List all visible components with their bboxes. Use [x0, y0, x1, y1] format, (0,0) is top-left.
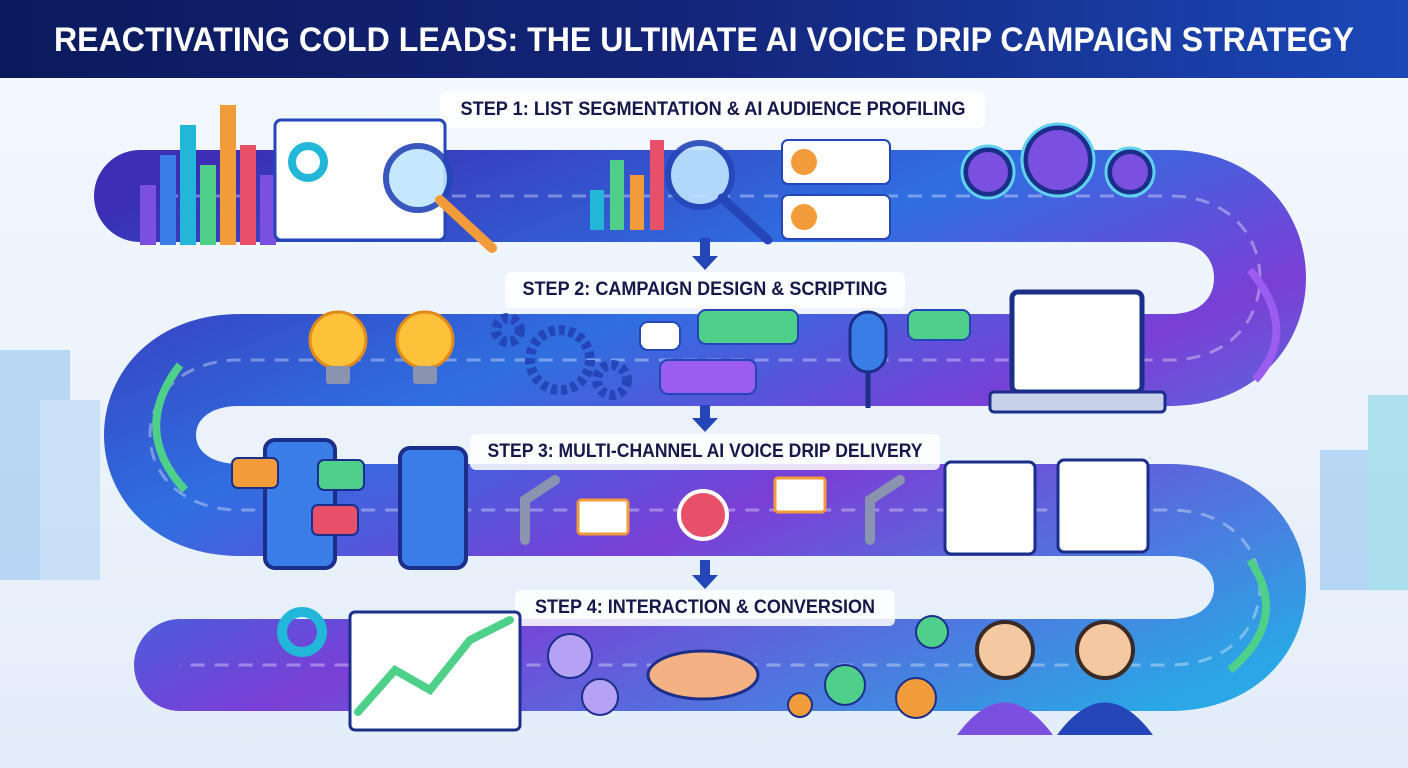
step-label: STEP 2: CAMPAIGN DESIGN & SCRIPTING: [523, 279, 888, 300]
chat-bubble: [907, 309, 971, 341]
gear: [592, 360, 632, 400]
agent-body: [957, 702, 1053, 735]
coin: [895, 677, 937, 719]
header-bar: [0, 0, 1408, 78]
chat-bubble: [311, 504, 359, 536]
header-title: REACTIVATING COLD LEADS: THE ULTIMATE AI…: [54, 21, 1354, 59]
building: [40, 400, 100, 580]
agent-head: [1075, 620, 1135, 680]
bar-icon: [590, 190, 604, 230]
magnifier-lens: [383, 143, 453, 213]
laptop-screen: [1009, 289, 1145, 395]
bar-icon: [160, 155, 176, 245]
chat-bubble: [639, 321, 681, 351]
cycle-arrow: [1246, 267, 1281, 383]
magnifier-handle: [717, 193, 773, 245]
bar-icon: [610, 160, 624, 230]
label-plate: [515, 590, 895, 626]
avatar: [968, 152, 1008, 192]
icons: [140, 105, 1281, 735]
agent-head: [975, 620, 1035, 680]
avatar: [1112, 154, 1148, 190]
robot-arm: [520, 475, 560, 545]
step-arrows: [692, 238, 718, 589]
calendar: [943, 460, 1037, 556]
profile-avatar: [791, 204, 817, 230]
profile-avatar: [791, 149, 817, 175]
coin: [824, 664, 866, 706]
donut-icon: [277, 607, 327, 657]
badge: [581, 678, 619, 716]
bulb-base: [326, 366, 350, 384]
laptop-base: [988, 390, 1167, 414]
step-label: STEP 3: MULTI-CHANNEL AI VOICE DRIP DELI…: [488, 441, 923, 462]
growth-arrow: [354, 616, 514, 716]
envelope: [576, 498, 630, 536]
donut-icon: [288, 142, 328, 182]
label-plate: [470, 434, 940, 470]
cycle-arrow: [1227, 557, 1270, 674]
chat-bubble: [697, 309, 799, 345]
building: [0, 350, 70, 580]
bar-icon: [180, 125, 196, 245]
step-label: STEP 1: LIST SEGMENTATION & AI AUDIENCE …: [461, 99, 966, 120]
coin: [787, 692, 813, 718]
avatar: [1028, 130, 1088, 190]
down-arrow: [692, 405, 718, 432]
bar-icon: [140, 185, 156, 245]
envelope: [773, 476, 827, 514]
building: [1320, 450, 1408, 590]
down-arrow: [692, 560, 718, 589]
badge: [547, 633, 593, 679]
call-icon: [677, 489, 729, 541]
phone: [398, 446, 468, 570]
background-buildings: [0, 350, 1408, 590]
bar-icon: [200, 165, 216, 245]
chat-bubble: [317, 459, 365, 491]
bar-icon: [630, 175, 644, 230]
robot-arm: [865, 475, 905, 545]
bulb: [395, 310, 455, 370]
bulb: [308, 310, 368, 370]
microphone: [848, 310, 888, 374]
bar-icon: [220, 105, 236, 245]
chat-bubble: [231, 457, 279, 489]
cycle-arrow: [152, 362, 188, 493]
handshake: [646, 649, 760, 701]
bulb-base: [413, 366, 437, 384]
down-arrow: [692, 238, 718, 270]
building: [1368, 395, 1408, 590]
calendar: [1056, 458, 1150, 554]
bar-icon: [650, 140, 664, 230]
step-label: STEP 4: INTERACTION & CONVERSION: [535, 597, 875, 618]
agent-body: [1057, 702, 1153, 735]
magnifier-handle: [435, 195, 497, 253]
chart-window: [348, 610, 522, 732]
gear: [491, 313, 525, 347]
chat-bubble: [659, 359, 757, 395]
label-plate: [440, 92, 985, 128]
bar-icon: [240, 145, 256, 245]
magnifier-lens: [665, 140, 735, 210]
bar-icon: [260, 175, 276, 245]
coin: [915, 615, 949, 649]
label-plate: [505, 272, 905, 308]
gear: [525, 325, 595, 395]
